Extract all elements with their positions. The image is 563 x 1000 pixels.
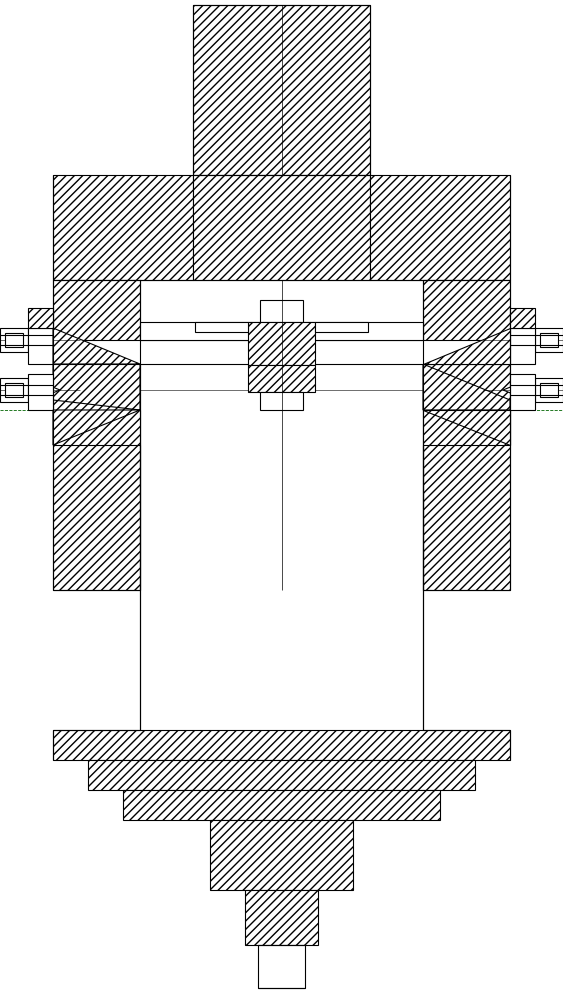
Bar [0,328,28,352]
Bar [248,365,315,392]
Bar [260,300,303,322]
Bar [28,374,53,410]
Bar [53,730,510,760]
Bar [193,5,370,175]
Bar [245,890,318,945]
Bar [210,820,353,890]
Bar [315,322,368,332]
Polygon shape [40,382,60,398]
Bar [123,790,440,820]
Bar [28,308,53,328]
Polygon shape [423,364,510,410]
Bar [535,378,563,402]
Bar [5,383,23,397]
Bar [53,410,140,445]
Bar [258,945,305,988]
Bar [540,383,558,397]
Bar [510,308,535,328]
Bar [53,280,140,590]
Bar [53,340,510,364]
Bar [53,175,193,280]
Polygon shape [503,332,523,348]
Polygon shape [53,328,140,364]
Polygon shape [423,410,510,445]
Polygon shape [53,364,140,410]
Bar [423,280,510,590]
Bar [140,410,423,730]
Polygon shape [53,410,140,445]
Bar [193,175,370,280]
Bar [540,333,558,347]
Polygon shape [40,332,60,348]
Bar [510,328,535,364]
Bar [88,760,475,790]
Bar [0,378,28,402]
Bar [370,175,510,280]
Bar [195,322,248,332]
Bar [140,322,423,340]
Bar [248,322,315,365]
Bar [5,333,23,347]
Polygon shape [503,382,523,398]
Bar [510,374,535,410]
Bar [423,410,510,445]
Bar [260,392,303,410]
Bar [535,328,563,352]
Polygon shape [423,328,510,364]
Bar [28,328,53,364]
